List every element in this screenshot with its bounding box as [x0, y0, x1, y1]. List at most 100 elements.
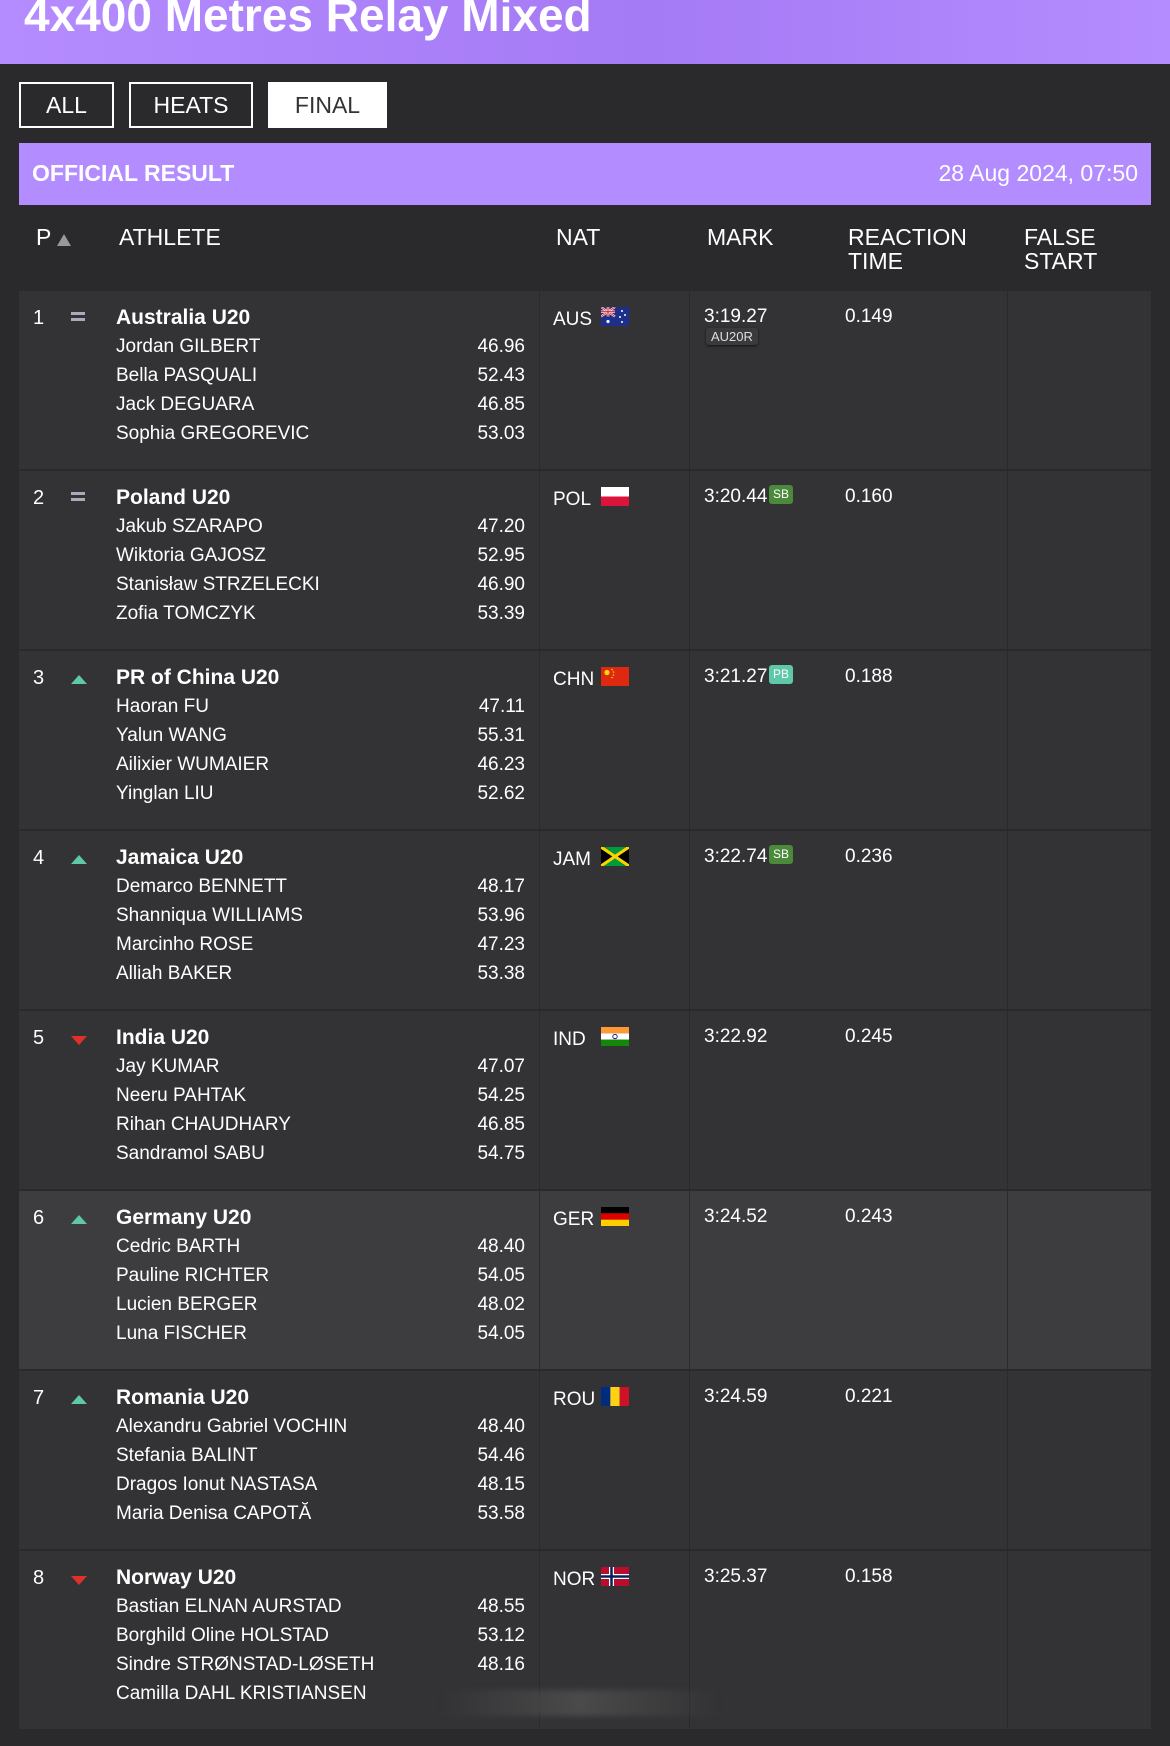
trend-up-icon [71, 675, 87, 684]
athlete-name[interactable]: Sophia GREGOREVIC [116, 423, 310, 444]
athlete-name[interactable]: Camilla DAHL KRISTIANSEN [116, 1683, 367, 1704]
athlete-name[interactable]: Bastian ELNAN AURSTAD [116, 1596, 342, 1617]
sb-badge: SB [769, 845, 794, 864]
team-name[interactable]: India U20 [116, 1026, 210, 1049]
split-time: 53.38 [477, 963, 525, 984]
australia-flag-icon [601, 307, 629, 326]
table-row[interactable]: 7 Romania U20 Alexandru Gabriel VOCHIN 48.4… [19, 1371, 1151, 1551]
athlete-name[interactable]: Haoran FU [116, 696, 209, 717]
reaction-time: 0.149 [845, 306, 893, 327]
athlete-name[interactable]: Luna FISCHER [116, 1323, 247, 1344]
romania-flag-icon [601, 1387, 629, 1406]
athlete-name[interactable]: Jakub SZARAPO [116, 516, 263, 537]
nat-code: POL [553, 489, 592, 510]
germany-flag-icon [601, 1207, 629, 1226]
team-name[interactable]: Jamaica U20 [116, 846, 244, 869]
split-time: 53.03 [477, 423, 525, 444]
split-time: 47.11 [478, 696, 525, 717]
split-time: 54.75 [477, 1143, 525, 1164]
table-row[interactable]: 5 India U20 Jay KUMAR 47.07 Neeru PAHTAK 54.2… [19, 1011, 1151, 1191]
athlete-name[interactable]: Maria Denisa CAPOTĂ [116, 1503, 312, 1524]
athlete-name[interactable]: Sindre STRØNSTAD-LØSETH [116, 1654, 375, 1675]
mark-time: 3:21.27 [704, 666, 768, 687]
split-time: 48.17 [477, 876, 525, 897]
trend-equal-icon [71, 492, 85, 501]
record-badge: AU20R [706, 328, 758, 345]
split-time: 52.95 [477, 545, 525, 566]
split-time: 46.85 [477, 1114, 525, 1135]
team-name[interactable]: Australia U20 [116, 306, 251, 329]
team-name[interactable]: Germany U20 [116, 1206, 252, 1229]
split-time: 53.39 [477, 603, 525, 624]
table-row[interactable]: 3 PR of China U20 Haoran FU 47.11 Yalun WANG… [19, 651, 1151, 831]
athlete-name[interactable]: Pauline RICHTER [116, 1265, 270, 1286]
table-row[interactable]: 1 Australia U20 Jordan GILBERT 46.96 Bella P… [19, 291, 1151, 471]
team-name[interactable]: Romania U20 [116, 1386, 250, 1409]
table-row[interactable]: 6 Germany U20 Cedric BARTH 48.40 Pauline RIC… [19, 1191, 1151, 1371]
split-time: 52.43 [477, 365, 525, 386]
page-header: 4x400 Metres Relay Mixed [0, 0, 1170, 64]
athlete-name[interactable]: Cedric BARTH [116, 1236, 241, 1257]
athlete-name[interactable]: Jack DEGUARA [116, 394, 255, 415]
athlete-name[interactable]: Sandramol SABU [116, 1143, 265, 1164]
result-bar: OFFICIAL RESULT 28 Aug 2024, 07:50 [19, 143, 1151, 205]
jamaica-flag-icon [601, 847, 629, 866]
athlete-name[interactable]: Rihan CHAUDHARY [116, 1114, 291, 1135]
athlete-name[interactable]: Marcinho ROSE [116, 934, 254, 955]
table-row[interactable]: 2 Poland U20 Jakub SZARAPO 47.20 Wiktoria GA… [19, 471, 1151, 651]
mark-time: 3:22.92 [704, 1026, 768, 1047]
athlete-name[interactable]: Dragos Ionut NASTASA [116, 1474, 318, 1495]
team-name[interactable]: Poland U20 [116, 486, 231, 509]
split-time: 54.05 [477, 1265, 525, 1286]
athlete-name[interactable]: Wiktoria GAJOSZ [116, 545, 266, 566]
split-time: 53.58 [477, 1503, 525, 1524]
nat-code: ROU [553, 1389, 596, 1410]
nat-code: NOR [553, 1569, 596, 1590]
athlete-name[interactable]: Shanniqua WILLIAMS [116, 905, 303, 926]
reaction-time: 0.243 [845, 1206, 893, 1227]
reaction-time: 0.160 [845, 486, 893, 507]
result-status: OFFICIAL RESULT [32, 160, 235, 186]
athlete-name[interactable]: Jordan GILBERT [116, 336, 261, 357]
position: 1 [33, 307, 45, 329]
athlete-name[interactable]: Bella PASQUALI [116, 365, 258, 386]
athlete-name[interactable]: Yalun WANG [116, 725, 227, 746]
split-time: 53.96 [477, 905, 525, 926]
split-time: 47.23 [477, 934, 525, 955]
athlete-name[interactable]: Alliah BAKER [116, 963, 233, 984]
sort-ascending-icon[interactable] [57, 234, 71, 246]
split-time: 54.46 [477, 1445, 525, 1466]
reaction-time: 0.158 [845, 1566, 893, 1587]
filter-final-button[interactable]: FINAL [268, 82, 387, 128]
athlete-name[interactable]: Stanisław STRZELECKI [116, 574, 320, 595]
athlete-name[interactable]: Jay KUMAR [116, 1056, 220, 1077]
athlete-name[interactable]: Stefania BALINT [116, 1445, 258, 1466]
athlete-name[interactable]: Alexandru Gabriel VOCHIN [116, 1416, 348, 1437]
split-time: 48.55 [477, 1596, 525, 1617]
team-name[interactable]: Norway U20 [116, 1566, 237, 1589]
team-name[interactable]: PR of China U20 [116, 666, 280, 689]
athlete-name[interactable]: Borghild Oline HOLSTAD [116, 1625, 329, 1646]
reaction-time: 0.236 [845, 846, 893, 867]
filter-all-button[interactable]: ALL [19, 82, 114, 128]
reaction-time: 0.188 [845, 666, 893, 687]
athlete-name[interactable]: Zofia TOMCZYK [116, 603, 256, 624]
athlete-name[interactable]: Lucien BERGER [116, 1294, 258, 1315]
split-time: 48.15 [477, 1474, 525, 1495]
athlete-name[interactable]: Yinglan LIU [116, 783, 214, 804]
split-time: 48.40 [477, 1236, 525, 1257]
column-position[interactable]: P [36, 224, 52, 250]
athlete-name[interactable]: Ailixier WUMAIER [116, 754, 270, 775]
table-row[interactable]: 4 Jamaica U20 Demarco BENNETT 48.17 Shanniqu… [19, 831, 1151, 1011]
reaction-time: 0.221 [845, 1386, 893, 1407]
results-table: 1 Australia U20 Jordan GILBERT 46.96 Bella P… [19, 291, 1151, 1731]
reaction-time: 0.245 [845, 1026, 893, 1047]
position: 2 [33, 487, 45, 509]
athlete-name[interactable]: Neeru PAHTAK [116, 1085, 247, 1106]
athlete-name[interactable]: Demarco BENNETT [116, 876, 288, 897]
filter-heats-button[interactable]: HEATS [129, 82, 253, 128]
norway-flag-icon [601, 1567, 629, 1586]
split-time: 46.85 [477, 394, 525, 415]
mark-time: 3:20.44 [704, 486, 768, 507]
nat-code: AUS [553, 309, 593, 330]
